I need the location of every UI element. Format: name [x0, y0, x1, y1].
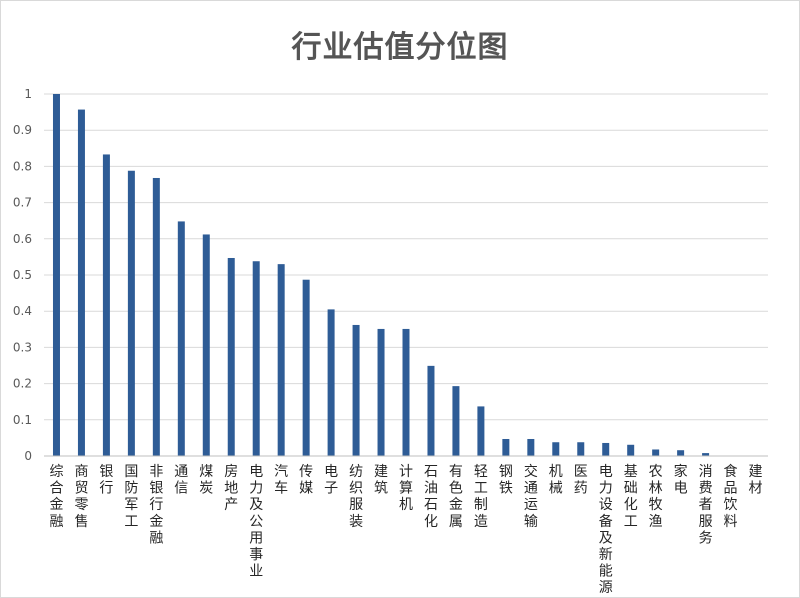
y-tick-label: 0.1 — [13, 413, 32, 427]
x-tick-label: 食品饮料 — [724, 463, 738, 530]
bar — [102, 154, 110, 456]
x-tick-label: 基础化工 — [624, 463, 638, 530]
bar — [402, 328, 410, 456]
bar — [127, 170, 135, 457]
x-tick-label: 汽车 — [274, 464, 288, 497]
x-tick-label: 计算机 — [399, 464, 413, 513]
bar — [77, 109, 85, 456]
bars — [52, 94, 710, 457]
y-tick-label: 1 — [24, 87, 32, 101]
bar — [327, 309, 335, 456]
bar — [302, 279, 310, 456]
bar — [152, 177, 160, 457]
y-tick-label: 0.4 — [13, 304, 32, 318]
x-tick-label: 轻工制造 — [474, 464, 488, 530]
x-tick-label: 家电 — [674, 463, 688, 497]
y-tick-label: 0.5 — [13, 268, 32, 282]
bar — [277, 264, 285, 456]
bar — [427, 365, 435, 456]
x-tick-label: 消费者服务 — [699, 464, 713, 546]
bar — [202, 234, 210, 456]
y-tick-label: 0.6 — [13, 232, 32, 246]
bar — [577, 442, 585, 456]
y-tick-label: 0.9 — [13, 123, 32, 137]
bar — [227, 257, 235, 456]
x-tick-label: 钢铁 — [499, 464, 513, 497]
x-tick-label: 商贸零售 — [74, 464, 88, 530]
x-tick-label: 通信 — [174, 464, 188, 497]
bar — [252, 261, 260, 456]
x-tick-label: 国防军工 — [124, 464, 138, 530]
x-tick-label: 电力设备及新能源 — [599, 464, 613, 596]
x-tick-label: 建材 — [749, 464, 763, 497]
bar — [527, 438, 535, 456]
y-axis-ticks: 0 0.1 0.2 0.3 0.4 0.5 0.6 0.7 0.8 0.9 1 — [13, 87, 32, 463]
x-tick-label: 银行 — [99, 464, 113, 497]
x-tick-label: 纺织服装 — [349, 464, 363, 530]
x-tick-label: 交通运输 — [524, 463, 538, 530]
bar — [602, 442, 610, 456]
y-tick-label: 0.8 — [13, 159, 32, 173]
bar — [552, 442, 560, 456]
bar — [627, 444, 635, 456]
x-tick-label: 医药 — [574, 464, 588, 497]
bar — [477, 406, 485, 456]
bar — [452, 386, 460, 456]
bar — [677, 450, 685, 456]
x-tick-label: 综合金融 — [49, 464, 63, 530]
bar — [377, 328, 385, 456]
bar — [702, 453, 710, 456]
x-tick-label: 电力及公用事业 — [249, 464, 263, 580]
bar — [52, 94, 60, 456]
bar — [177, 221, 185, 456]
x-tick-label: 建筑 — [374, 464, 388, 497]
y-tick-label: 0.7 — [13, 196, 32, 210]
x-tick-label: 农林牧渔 — [649, 464, 663, 530]
y-tick-label: 0 — [24, 449, 32, 463]
bar — [352, 324, 360, 456]
x-tick-label: 非银行金融 — [149, 464, 163, 546]
x-tick-label: 电子 — [324, 464, 338, 497]
x-axis-labels: 综合金融商贸零售银行国防军工非银行金融通信煤炭房地产电力及公用事业汽车传媒电子纺… — [49, 463, 762, 596]
x-tick-label: 石油石化 — [424, 464, 438, 530]
x-tick-label: 传媒 — [299, 464, 313, 497]
bar — [502, 438, 510, 456]
x-tick-label: 机械 — [549, 464, 563, 497]
x-tick-label: 房地产 — [224, 464, 238, 513]
chart-title: 行业估值分位图 — [291, 30, 509, 65]
bar — [652, 449, 660, 456]
y-tick-label: 0.3 — [13, 340, 32, 354]
y-tick-label: 0.2 — [13, 377, 32, 391]
x-tick-label: 有色金属 — [449, 464, 463, 530]
x-tick-label: 煤炭 — [199, 464, 213, 497]
